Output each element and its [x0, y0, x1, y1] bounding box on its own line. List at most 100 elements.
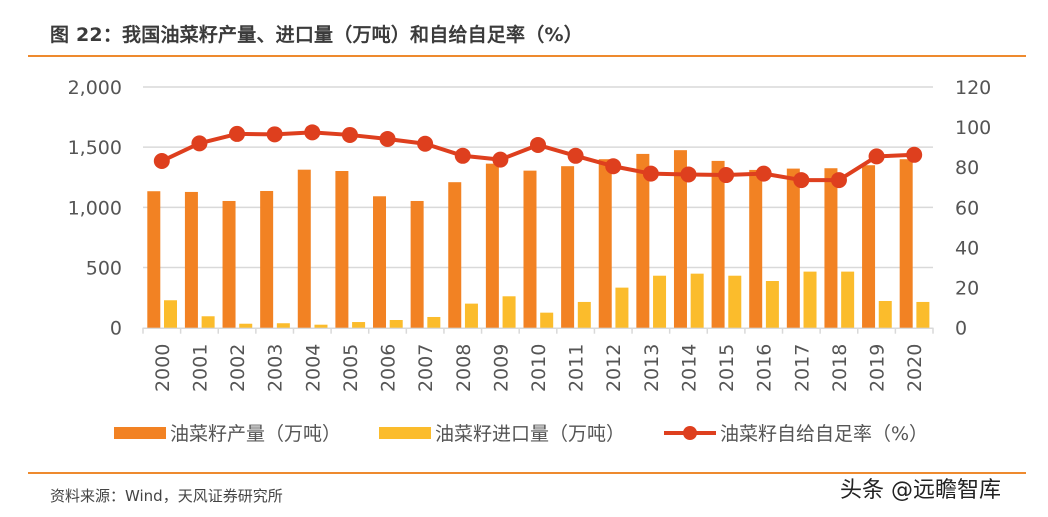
import-bar: [841, 271, 855, 328]
legend-item-production: 油菜籽产量（万吨）: [114, 423, 341, 445]
production-bar: [147, 191, 161, 328]
production-bar: [184, 191, 198, 328]
right-y-tick-label: 40: [955, 237, 979, 259]
self-sufficiency-point: [793, 172, 810, 189]
x-tick-label: 2017: [791, 344, 813, 392]
production-bar: [373, 196, 387, 328]
legend-item-imports: 油菜籽进口量（万吨）: [379, 423, 625, 445]
x-tick-label: 2013: [641, 344, 663, 392]
x-tick-label: 2009: [490, 344, 512, 392]
import-bar: [690, 273, 704, 328]
import-bar: [352, 322, 366, 328]
production-bar: [448, 182, 462, 328]
production-bar: [335, 171, 349, 328]
x-tick-label: 2002: [227, 344, 249, 392]
import-bar: [276, 323, 290, 328]
right-y-tick-label: 100: [955, 117, 991, 139]
legend-swatch-marker: [683, 426, 697, 440]
right-y-tick-label: 120: [955, 77, 991, 99]
self-sufficiency-point: [191, 135, 208, 152]
import-bar: [653, 275, 667, 328]
bars: [147, 150, 930, 328]
source-note: 资料来源：Wind，天风证券研究所: [50, 487, 283, 505]
legend: 油菜籽产量（万吨） 油菜籽进口量（万吨） 油菜籽自给自足率（%）: [114, 423, 928, 445]
footer-divider: [28, 472, 1026, 474]
production-bar: [561, 166, 575, 328]
x-tick-label: 2003: [265, 344, 287, 392]
self-sufficiency-point: [718, 167, 735, 184]
self-sufficiency-point: [755, 165, 772, 182]
right-y-tick-label: 60: [955, 197, 979, 219]
import-bar: [239, 323, 253, 328]
right-y-tick-label: 80: [955, 157, 979, 179]
left-y-tick-label: 500: [86, 258, 122, 280]
import-bar: [577, 301, 591, 328]
x-tick-label: 2020: [904, 344, 926, 392]
x-tick-label: 2000: [152, 344, 174, 392]
self-sufficiency-point: [229, 125, 246, 142]
self-sufficiency-point: [153, 153, 170, 170]
import-bar: [765, 281, 779, 328]
left-y-tick-label: 1,500: [68, 137, 122, 159]
right-y-tick-label: 20: [955, 278, 979, 300]
production-bar: [749, 169, 763, 328]
production-bar: [598, 159, 612, 328]
x-tick-label: 2016: [754, 344, 776, 392]
production-bar: [485, 163, 499, 328]
title-divider: [28, 55, 1026, 57]
watermark: 头条 @远瞻智库: [840, 478, 1001, 503]
self-sufficiency-point: [868, 148, 885, 165]
self-sufficiency-point: [830, 172, 847, 189]
self-sufficiency-point: [567, 147, 584, 164]
legend-label: 油菜籽产量（万吨）: [170, 423, 341, 445]
legend-item-self-sufficiency: 油菜籽自给自足率（%）: [664, 423, 928, 445]
legend-swatch-production: [114, 427, 166, 439]
import-bar: [389, 319, 403, 328]
x-tick-label: 2006: [378, 344, 400, 392]
x-tick-label: 2019: [867, 344, 889, 392]
self-sufficiency-line: [153, 124, 923, 189]
self-sufficiency-point: [341, 126, 358, 143]
import-bar: [878, 300, 892, 328]
self-sufficiency-point: [906, 146, 923, 163]
legend-label: 油菜籽自给自足率（%）: [720, 423, 928, 445]
x-tick-label: 2018: [829, 344, 851, 392]
import-bar: [314, 324, 328, 328]
legend-swatch-imports: [379, 427, 431, 439]
production-bar: [786, 168, 800, 328]
x-axis: 2000 2001 2002 2003 2004 2005 2006 2007 2008 2009…: [142, 327, 934, 392]
x-tick-label: 2011: [566, 344, 588, 392]
left-y-tick-label: 0: [110, 318, 122, 340]
left-y-tick-label: 2,000: [68, 77, 122, 99]
import-bar: [728, 275, 742, 328]
left-y-tick-label: 1,000: [68, 197, 122, 219]
import-bar: [502, 296, 516, 328]
production-bar: [862, 165, 876, 328]
import-bar: [803, 271, 817, 328]
production-bar: [899, 159, 913, 328]
self-sufficiency-point: [454, 147, 471, 164]
self-sufficiency-point: [605, 158, 622, 175]
import-bar: [201, 316, 215, 328]
import-bar: [615, 287, 629, 328]
import-bar: [916, 301, 930, 328]
self-sufficiency-point: [304, 124, 321, 141]
self-sufficiency-point: [530, 136, 546, 153]
production-bar: [410, 200, 424, 328]
x-tick-label: 2015: [716, 344, 738, 392]
production-bar: [260, 190, 274, 328]
legend-label: 油菜籽进口量（万吨）: [435, 423, 625, 445]
x-tick-label: 2001: [189, 344, 211, 392]
chart: 0 500 1,000 1,500 2,000 0 20 40 60 80 100 120 2000…: [68, 77, 992, 445]
production-bar: [636, 153, 650, 328]
self-sufficiency-point: [680, 166, 697, 183]
production-bar: [824, 168, 838, 328]
x-tick-label: 2012: [603, 344, 625, 392]
self-sufficiency-point: [417, 135, 434, 152]
x-tick-label: 2008: [453, 344, 475, 392]
x-tick-label: 2007: [415, 344, 437, 392]
right-y-tick-label: 0: [955, 318, 967, 340]
self-sufficiency-point: [266, 126, 283, 143]
production-bar: [222, 200, 236, 328]
x-tick-label: 2010: [528, 344, 550, 392]
